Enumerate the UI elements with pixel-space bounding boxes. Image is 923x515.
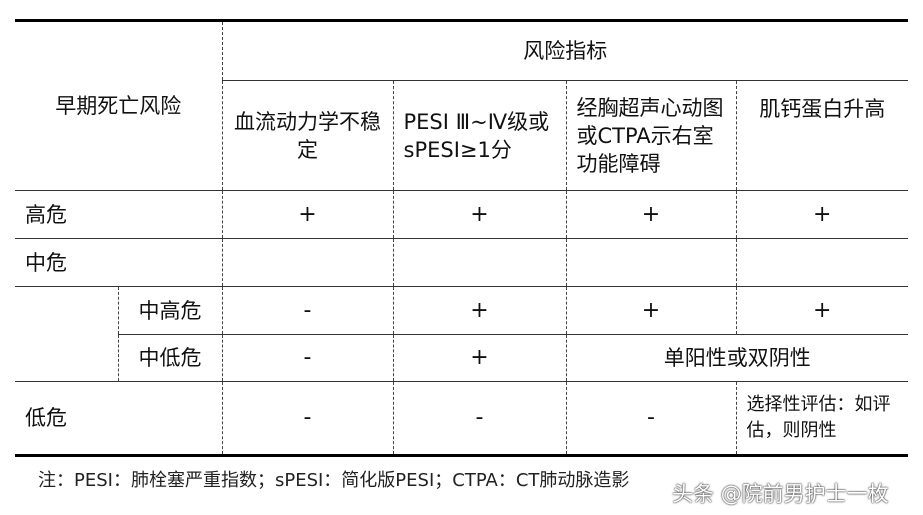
cell: + [565, 190, 737, 239]
indicator-header: 经胸超声心动图或CTPA示右室功能障碍 [565, 80, 737, 191]
footnote: 注：PESI：肺栓塞严重指数；sPESI：简化版PESI；CTPA：CT肺动脉造… [38, 470, 630, 491]
cell [565, 238, 737, 287]
empty-cell [15, 286, 119, 382]
cell: + [392, 286, 567, 335]
risk-label: 高危 [15, 190, 223, 239]
indicator-header: 血流动力学不稳定 [222, 80, 394, 191]
indicator-header: 肌钙蛋白升高 [735, 80, 908, 191]
cell: + [735, 286, 908, 335]
cell: - [221, 381, 394, 456]
cell: - [392, 381, 567, 456]
cell [221, 238, 394, 287]
cell: + [565, 286, 737, 335]
cell: + [735, 190, 908, 239]
cell [735, 238, 908, 287]
risk-sublabel: 中低危 [118, 334, 223, 382]
watermark: 头条 @院前男护士一枚 [672, 482, 889, 506]
risk-sublabel: 中高危 [117, 286, 223, 335]
cell: - [221, 286, 394, 335]
cell: 选择性评估：如评估，则阴性 [735, 381, 908, 456]
row-label-header: 早期死亡风险 [15, 20, 223, 191]
indicator-header: PESI Ⅲ~Ⅳ级或sPESI≥1分 [392, 80, 567, 191]
cell: + [221, 190, 394, 239]
cell: - [221, 334, 394, 382]
cell: - [565, 381, 737, 456]
merged-cell: 单阳性或双阴性 [565, 334, 908, 382]
cell [392, 238, 567, 287]
cell: + [392, 190, 567, 239]
risk-table: 早期死亡风险 风险指标 血流动力学不稳定 PESI Ⅲ~Ⅳ级或sPESI≥1分 … [15, 19, 908, 457]
risk-label: 低危 [15, 381, 223, 456]
group-title: 风险指标 [221, 20, 908, 81]
risk-label: 中危 [15, 238, 223, 287]
cell: + [392, 334, 567, 382]
